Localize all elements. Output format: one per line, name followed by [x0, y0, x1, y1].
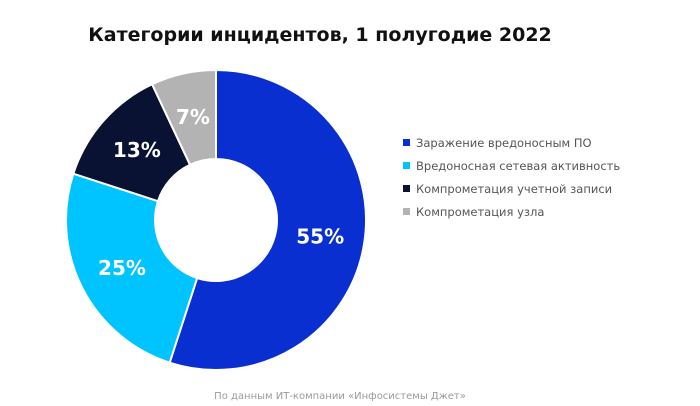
chart-title: Категории инцидентов, 1 полугодие 2022	[88, 24, 552, 46]
legend-label-network: Вредоносная сетевая активность	[416, 158, 621, 173]
legend-item-malware: Заражение вредоносным ПО	[403, 131, 620, 154]
slice-label-host: 7%	[176, 105, 210, 129]
legend-item-host: Компрометация узла	[403, 200, 620, 223]
slice-network	[65, 172, 199, 364]
slice-host	[150, 68, 217, 167]
legend-swatch-network	[403, 162, 410, 169]
source-note: По данным ИТ-компании «Инфосистемы Джет»	[214, 391, 466, 402]
slice-label-malware: 55%	[296, 225, 344, 249]
legend-swatch-account	[403, 185, 410, 192]
legend-item-network: Вредоносная сетевая активность	[403, 154, 620, 177]
slice-labels-group: 55% 25% 13% 7%	[98, 105, 344, 280]
slice-label-account: 13%	[113, 138, 161, 162]
legend-item-account: Компрометация учетной записи	[403, 177, 620, 200]
slice-label-network: 25%	[98, 256, 146, 280]
legend-label-account: Компрометация учетной записи	[416, 181, 613, 196]
legend: Заражение вредоносным ПО Вредоносная сет…	[403, 131, 620, 223]
slice-malware	[168, 68, 367, 371]
legend-label-host: Компрометация узла	[416, 204, 545, 219]
legend-swatch-host	[403, 208, 410, 215]
legend-swatch-malware	[403, 139, 410, 146]
slices-group	[65, 68, 367, 371]
slice-account	[72, 82, 192, 203]
legend-label-malware: Заражение вредоносным ПО	[416, 135, 592, 150]
